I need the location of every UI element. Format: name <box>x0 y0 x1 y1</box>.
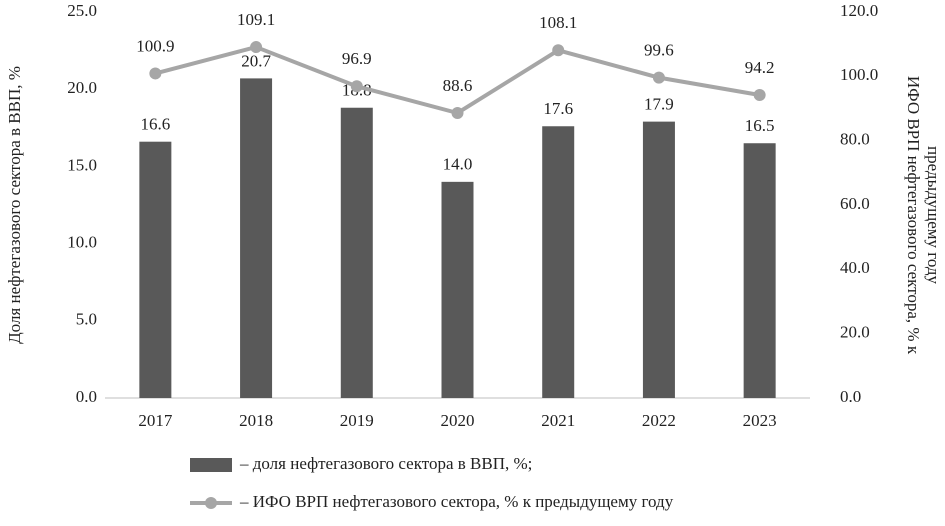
bar-value-label: 17.6 <box>543 99 573 118</box>
y2-tick-label: 60.0 <box>840 194 870 213</box>
y-tick-label: 5.0 <box>76 310 97 329</box>
bar <box>542 126 575 399</box>
x-tick-label: 2023 <box>743 411 777 430</box>
legend-label: – ИФО ВРП нефтегазового сектора, % к пре… <box>239 492 674 511</box>
line-value-label: 88.6 <box>443 76 473 95</box>
y2-tick-label: 20.0 <box>840 323 870 342</box>
legend-swatch <box>190 458 232 472</box>
bar-value-label: 14.0 <box>443 155 473 174</box>
bar <box>441 181 474 398</box>
legend-label: – доля нефтегазового сектора в ВВП, %; <box>239 454 532 473</box>
line-marker <box>652 71 665 84</box>
x-tick-label: 2017 <box>138 411 173 430</box>
line-marker <box>753 88 766 101</box>
y-axis-title: Доля нефтегазового сектора в ВВП, % <box>5 66 24 344</box>
x-tick-label: 2018 <box>239 411 273 430</box>
line-value-label: 100.9 <box>136 36 174 55</box>
line-value-label: 94.2 <box>745 58 775 77</box>
y2-tick-label: 100.0 <box>840 65 878 84</box>
bar <box>743 143 776 398</box>
y2-axis-title: предыдущему году <box>924 146 943 284</box>
line-marker <box>250 41 263 54</box>
line-marker <box>451 107 464 120</box>
bar <box>340 107 373 398</box>
line-value-label: 109.1 <box>237 10 275 29</box>
bar <box>642 121 675 399</box>
y2-axis-title: ИФО ВРП нефтегазового сектора, % к <box>904 76 923 355</box>
line-marker <box>552 44 565 57</box>
y-tick-label: 0.0 <box>76 387 97 406</box>
y2-tick-label: 40.0 <box>840 258 870 277</box>
y-tick-label: 20.0 <box>67 78 97 97</box>
x-tick-label: 2021 <box>541 411 575 430</box>
line-marker <box>149 67 162 80</box>
bar-value-label: 17.9 <box>644 95 674 114</box>
legend-swatch <box>205 497 217 509</box>
y2-tick-label: 80.0 <box>840 130 870 149</box>
y-tick-label: 10.0 <box>67 233 97 252</box>
bar <box>240 78 273 398</box>
x-tick-label: 2020 <box>441 411 475 430</box>
bar-value-label: 16.5 <box>745 116 775 135</box>
x-tick-label: 2019 <box>340 411 374 430</box>
line-marker <box>350 80 363 93</box>
y2-tick-label: 120.0 <box>840 1 878 20</box>
x-tick-label: 2022 <box>642 411 676 430</box>
line-value-label: 99.6 <box>644 41 674 60</box>
line-value-label: 108.1 <box>539 13 577 32</box>
y-tick-label: 15.0 <box>67 155 97 174</box>
bar-value-label: 20.7 <box>241 51 271 70</box>
line-value-label: 96.9 <box>342 49 372 68</box>
bar-value-label: 16.6 <box>140 115 170 134</box>
y-tick-label: 25.0 <box>67 1 97 20</box>
y2-tick-label: 0.0 <box>840 387 861 406</box>
bar <box>139 141 172 399</box>
